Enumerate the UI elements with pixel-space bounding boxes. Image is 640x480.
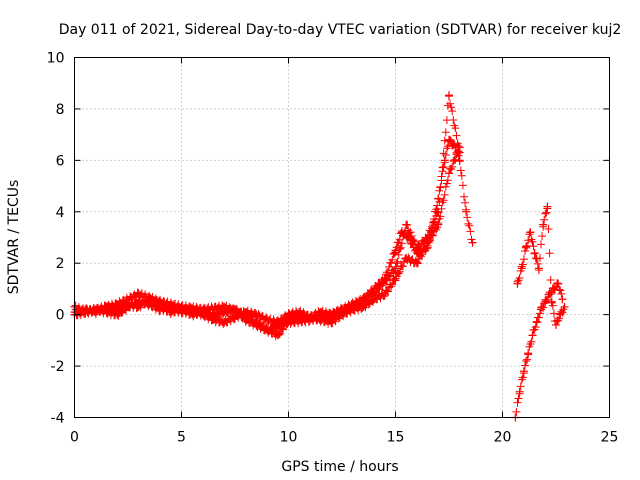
data-point [552,320,560,329]
x-tick-label: 15 [387,430,405,446]
data-point [134,290,143,299]
data-point [532,318,541,327]
data-point [316,308,325,317]
data-point [440,156,449,165]
axis-ticks: -4 -2 0 2 4 6 8 10 0 5 10 15 20 25 [47,51,619,446]
data-point [145,300,154,309]
data-point [528,331,537,340]
data-point [134,297,143,306]
data-point [327,310,336,319]
data-point [519,367,528,376]
data-point [412,259,421,268]
data-point [402,220,411,229]
x-tick-label: 5 [177,430,186,446]
y-tick-label: 8 [56,102,65,118]
data-point [526,228,535,237]
x-tick-label: 25 [601,430,619,446]
series-sdtvar-track-d [511,279,567,422]
data-point [305,315,314,324]
y-axis-label: SDTVAR / TECUs [6,180,22,295]
data-point [391,264,400,273]
data-point [404,233,413,242]
data-point [220,302,229,311]
data-point [177,302,186,311]
data-point [113,310,122,319]
data-point [156,305,165,314]
data-point [380,290,389,299]
data-point [198,305,207,314]
data-point [402,254,411,263]
data-point [549,284,558,293]
data-point [241,310,250,319]
data-point [513,279,522,288]
data-point [543,202,552,211]
data-point [517,264,526,273]
data-point [220,318,229,327]
x-tick-label: 20 [494,430,512,446]
data-point [263,315,272,324]
series-sdtvar-track-e [513,202,569,329]
data-point [515,387,524,396]
x-tick-label: 10 [280,430,298,446]
series-sdtvar-track-c [70,91,464,335]
series-sdtvar-track-a [70,135,477,341]
data-point [252,310,261,319]
data-point [455,148,464,157]
data-point [468,238,477,247]
x-tick-label: 0 [70,430,79,446]
data-point [124,302,132,311]
data-point [445,135,453,144]
data-point [209,315,218,324]
data-point [558,295,567,304]
data-point [537,305,546,314]
chart-title: Day 011 of 2021, Sidereal Day-to-day VTE… [59,22,622,38]
y-tick-label: 4 [56,205,65,221]
series-markers [512,279,566,416]
data-point [524,349,533,358]
data-series [70,91,569,422]
x-axis-label: GPS time / hours [281,459,398,475]
data-point [445,169,453,178]
y-tick-label: 2 [56,256,65,272]
data-point [113,300,122,309]
data-point [295,308,304,317]
data-point [273,331,282,340]
data-point [434,207,443,216]
y-tick-label: -4 [51,411,65,427]
data-point [412,243,421,252]
y-tick-label: 0 [56,308,65,324]
data-point [391,274,400,283]
data-point [156,297,165,306]
data-point [556,310,565,319]
data-point [284,318,293,327]
data-point [530,248,539,257]
data-point [554,279,563,288]
data-point [560,302,569,311]
plot-frame [74,57,610,418]
grid-lines [74,57,610,418]
data-point [462,207,471,216]
data-point [91,305,100,314]
data-point [534,264,543,273]
data-point [391,246,400,255]
series-markers [70,91,463,335]
data-point [348,302,357,311]
data-point [370,290,379,299]
data-point [539,220,548,229]
data-point [545,290,554,299]
data-point [547,297,556,306]
data-point [522,243,531,252]
y-tick-label: 6 [56,153,65,169]
data-point [423,233,432,242]
data-point [263,326,272,335]
data-point [359,302,368,311]
y-tick-label: 10 [47,51,65,67]
data-point [445,92,453,101]
y-tick-label: -2 [51,359,65,375]
